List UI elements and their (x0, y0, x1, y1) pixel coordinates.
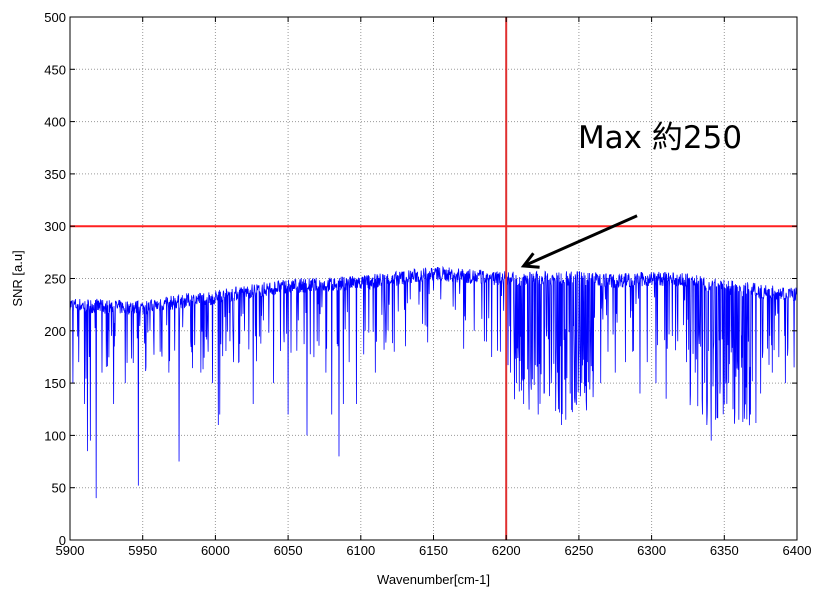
y-tick-label: 0 (59, 533, 66, 548)
y-tick-label: 150 (44, 376, 66, 391)
data-series (69, 265, 798, 499)
y-tick-label: 200 (44, 324, 66, 339)
x-tick-label: 6250 (564, 543, 593, 558)
annotation-arrow (523, 214, 638, 268)
x-axis-label: Wavenumber[cm-1] (377, 572, 490, 587)
x-tick-label: 6150 (419, 543, 448, 558)
annotation-text: Max 約250 (578, 120, 742, 156)
axis-ticks: 5900 5950 6000 6050 6100 6150 6200 6250 6300 6350… (44, 10, 811, 558)
x-tick-label: 5900 (56, 543, 85, 558)
snr-spectrum-line (69, 265, 798, 499)
y-tick-label: 300 (44, 219, 66, 234)
x-tick-label: 5950 (128, 543, 157, 558)
y-tick-label: 50 (52, 481, 66, 496)
y-axis-label: SNR [a.u] (10, 250, 25, 306)
annotation: Max 約250 (520, 120, 742, 269)
y-tick-label: 250 (44, 272, 66, 287)
x-tick-label: 6400 (783, 543, 812, 558)
y-tick-label: 350 (44, 167, 66, 182)
x-tick-label: 6050 (274, 543, 303, 558)
x-tick-label: 6300 (637, 543, 666, 558)
y-tick-label: 500 (44, 10, 66, 25)
reference-lines (70, 17, 797, 540)
x-tick-label: 6350 (710, 543, 739, 558)
y-tick-label: 450 (44, 62, 66, 77)
x-tick-label: 6000 (201, 543, 230, 558)
y-tick-label: 400 (44, 115, 66, 130)
annotation-arrow-head (520, 252, 540, 269)
x-tick-label: 6200 (492, 543, 521, 558)
y-tick-label: 100 (44, 428, 66, 443)
x-tick-label: 6100 (346, 543, 375, 558)
